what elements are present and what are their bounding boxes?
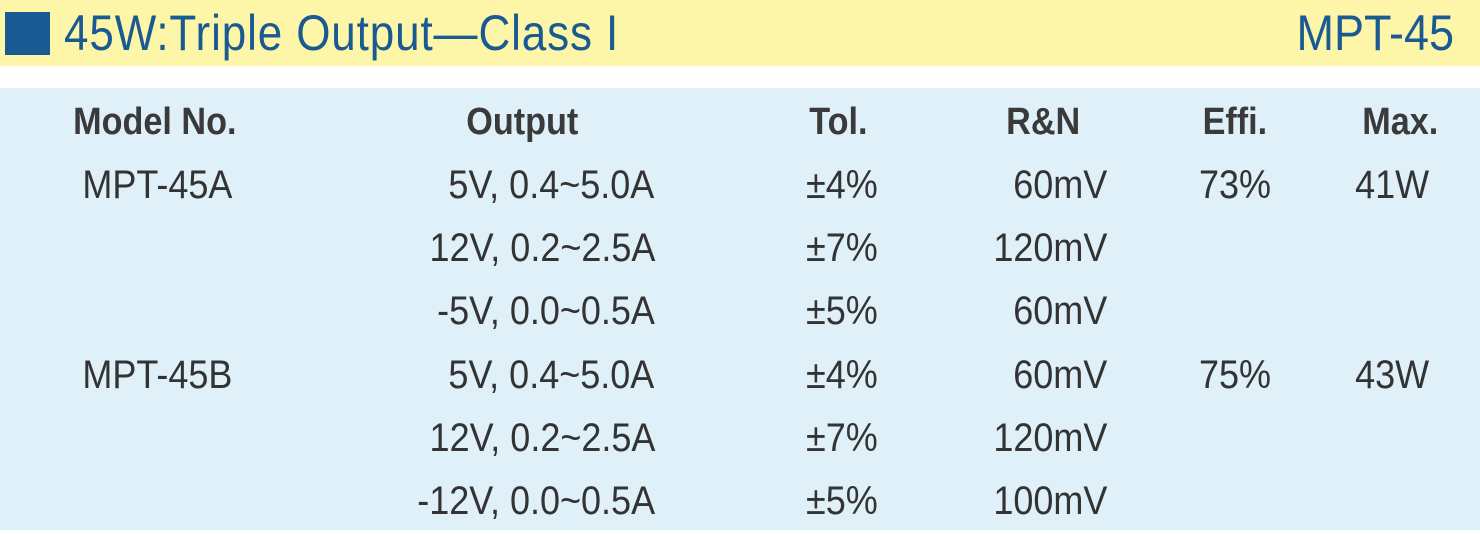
title: 45W:Triple Output—Class I — [64, 5, 620, 61]
cell-output: -5V, 0.0~0.5A — [437, 289, 656, 333]
cell-effi: 73% — [1199, 163, 1272, 207]
cell-tol: ±5% — [805, 479, 878, 523]
cell-max: 43W — [1355, 353, 1430, 397]
cell-rn: 120mV — [993, 416, 1108, 460]
cell-tol: ±4% — [805, 163, 878, 207]
cell-effi: 75% — [1199, 353, 1272, 397]
cell-rn: 60mV — [1013, 289, 1108, 333]
header-band — [0, 0, 1480, 66]
cell-rn: 60mV — [1013, 353, 1108, 397]
cell-tol: ±4% — [805, 353, 878, 397]
cell-output: 12V, 0.2~2.5A — [429, 226, 655, 270]
header-icon — [5, 12, 50, 55]
cell-tol: ±5% — [805, 289, 878, 333]
cell-rn: 60mV — [1013, 163, 1108, 207]
cell-output: -12V, 0.0~0.5A — [417, 479, 656, 523]
column-header: Max. — [1362, 101, 1439, 143]
cell-rn: 100mV — [993, 479, 1108, 523]
spec-table — [0, 88, 1480, 530]
column-header: R&N — [1006, 101, 1081, 143]
cell-output: 5V, 0.4~5.0A — [448, 163, 655, 207]
cell-tol: ±7% — [805, 416, 878, 460]
cell-output: 12V, 0.2~2.5A — [429, 416, 655, 460]
cell-model: MPT-45A — [81, 163, 232, 207]
series-name: MPT-45 — [1296, 5, 1454, 61]
cell-output: 5V, 0.4~5.0A — [448, 353, 655, 397]
cell-rn: 120mV — [993, 226, 1108, 270]
column-header: Output — [465, 101, 578, 143]
column-header: Tol. — [808, 101, 867, 143]
column-header: Model No. — [73, 101, 237, 143]
cell-max: 41W — [1355, 163, 1430, 207]
cell-tol: ±7% — [805, 226, 878, 270]
column-header: Effi. — [1202, 101, 1268, 143]
cell-model: MPT-45B — [81, 353, 232, 397]
